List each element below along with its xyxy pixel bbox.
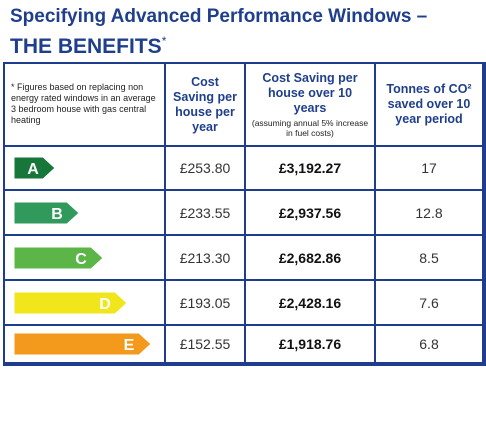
rating-cell: B xyxy=(5,191,164,234)
rating-arrow: C xyxy=(13,246,104,269)
rating-cell: C xyxy=(5,236,164,279)
value-cell: £2,428.16 xyxy=(246,281,374,324)
value-cell: £2,682.86 xyxy=(246,236,374,279)
arrow-shape xyxy=(13,246,104,269)
value-cell: £253.80 xyxy=(166,147,244,189)
rating-letter: D xyxy=(99,296,111,313)
value-cell: £152.55 xyxy=(166,326,244,362)
rating-arrow: B xyxy=(13,201,80,224)
column-header: Tonnes of CO² saved over 10 year period xyxy=(376,64,482,145)
title: Specifying Advanced Performance Windows … xyxy=(10,6,428,27)
value-cell: 17 xyxy=(376,147,482,189)
value-cell: 8.5 xyxy=(376,236,482,279)
arrow-shape xyxy=(13,332,152,356)
value-cell: £2,937.56 xyxy=(246,191,374,234)
note: * Figures based on replacing non energy … xyxy=(5,64,164,145)
subtitle: THE BENEFITS xyxy=(10,35,162,58)
arrow-shape xyxy=(13,291,128,314)
rating-letter: E xyxy=(124,337,135,354)
value-cell: 12.8 xyxy=(376,191,482,234)
value-cell: £213.30 xyxy=(166,236,244,279)
arrow-shape xyxy=(13,156,56,180)
column-note: (assuming annual 5% increase in fuel cos… xyxy=(251,118,369,138)
column-title: Cost Saving per house per year xyxy=(173,74,237,134)
arrow-shape xyxy=(13,201,80,224)
value-cell: £1,918.76 xyxy=(246,326,374,362)
table: * Figures based on replacing non energy … xyxy=(3,62,486,366)
rating-cell: E xyxy=(5,326,164,362)
value-cell: 6.8 xyxy=(376,326,482,362)
asterisk: * xyxy=(161,34,167,48)
value-cell: £233.55 xyxy=(166,191,244,234)
rating-cell: A xyxy=(5,147,164,189)
column-title: Cost Saving per house over 10 years xyxy=(262,71,358,115)
rating-letter: B xyxy=(51,206,63,223)
subtitle-wrap: THE BENEFITS* xyxy=(10,34,166,59)
column-title: Tonnes of CO² saved over 10 year period xyxy=(386,82,472,126)
column-header: Cost Saving per house over 10 years (assu… xyxy=(246,64,374,145)
rating-arrow: E xyxy=(13,332,152,356)
rating-letter: A xyxy=(27,161,39,178)
value-cell: 7.6 xyxy=(376,281,482,324)
rating-letter: C xyxy=(75,251,87,268)
rating-cell: D xyxy=(5,281,164,324)
rating-arrow: D xyxy=(13,291,128,314)
column-header: Cost Saving per house per year xyxy=(166,64,244,145)
rating-arrow: A xyxy=(13,156,56,180)
value-cell: £3,192.27 xyxy=(246,147,374,189)
value-cell: £193.05 xyxy=(166,281,244,324)
